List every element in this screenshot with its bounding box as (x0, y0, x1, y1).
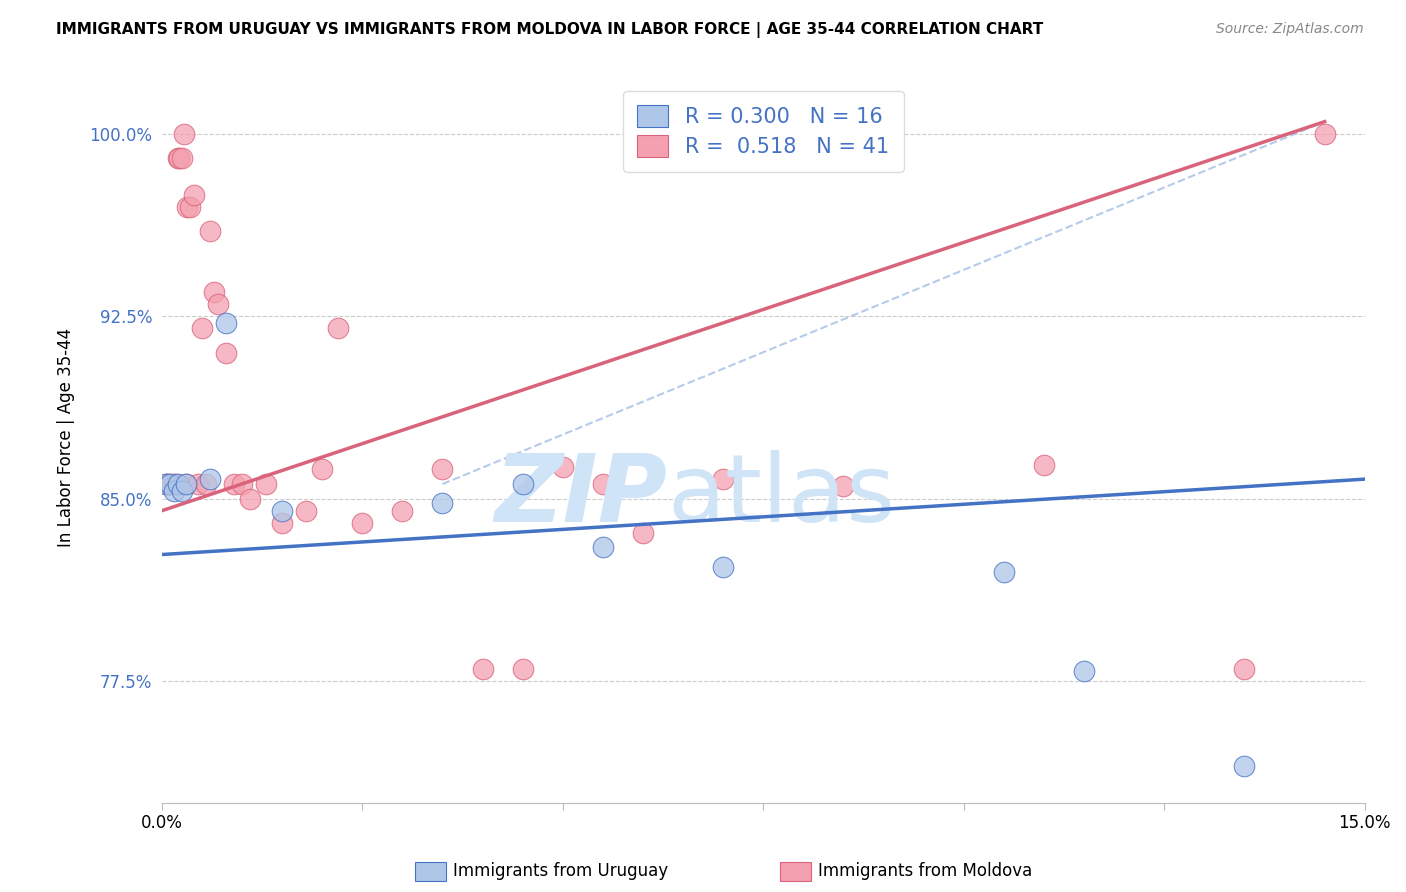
Text: Immigrants from Moldova: Immigrants from Moldova (818, 863, 1032, 880)
Point (191, 321, 214, 335)
Point (432, 462, 454, 476)
Point (271, 516, 294, 530)
Point (222, 477, 245, 491)
Point (592, 540, 614, 554)
Point (194, 477, 217, 491)
Point (159, 477, 181, 491)
Point (832, 479, 855, 493)
Point (166, 151, 188, 165)
Point (159, 477, 181, 491)
Point (215, 345, 238, 359)
Point (183, 187, 205, 202)
Text: Source: ZipAtlas.com: Source: ZipAtlas.com (1216, 22, 1364, 37)
Point (163, 484, 186, 499)
Point (165, 477, 187, 491)
Text: IMMIGRANTS FROM URUGUAY VS IMMIGRANTS FROM MOLDOVA IN LABOR FORCE | AGE 35-44 CO: IMMIGRANTS FROM URUGUAY VS IMMIGRANTS FR… (56, 22, 1043, 38)
Point (187, 477, 209, 491)
Point (231, 477, 253, 491)
Point (328, 321, 350, 335)
Point (993, 565, 1015, 579)
Legend: R = 0.300   N = 16, R =  0.518   N = 41: R = 0.300 N = 16, R = 0.518 N = 41 (623, 91, 904, 171)
Point (271, 504, 294, 518)
Point (170, 484, 193, 499)
Point (155, 477, 177, 491)
Point (352, 516, 374, 530)
Point (155, 477, 177, 491)
Point (551, 460, 574, 475)
Point (166, 477, 188, 491)
Point (711, 472, 734, 486)
Point (169, 151, 191, 165)
Point (631, 525, 654, 540)
Point (1313, 127, 1336, 141)
Point (163, 477, 186, 491)
Text: ZIP: ZIP (494, 450, 666, 542)
Point (1233, 662, 1256, 676)
Point (432, 496, 454, 510)
Point (254, 477, 277, 491)
Point (215, 317, 238, 331)
Point (1073, 665, 1095, 679)
Point (311, 462, 333, 476)
Point (198, 472, 221, 486)
Y-axis label: In Labor Force | Age 35-44: In Labor Force | Age 35-44 (58, 328, 75, 548)
Point (207, 297, 229, 311)
Point (1233, 759, 1256, 773)
Point (471, 662, 494, 676)
Point (202, 285, 225, 299)
Point (174, 477, 197, 491)
Point (711, 559, 734, 574)
Point (512, 477, 534, 491)
Point (174, 477, 197, 491)
Point (512, 662, 534, 676)
Point (176, 200, 198, 214)
Point (592, 477, 614, 491)
Point (198, 224, 221, 238)
Point (170, 151, 193, 165)
Text: Immigrants from Uruguay: Immigrants from Uruguay (453, 863, 668, 880)
Point (1033, 458, 1056, 472)
Point (173, 127, 195, 141)
Point (239, 491, 262, 506)
Point (295, 504, 318, 518)
Text: atlas: atlas (666, 450, 896, 542)
Point (391, 504, 413, 518)
Point (157, 477, 180, 491)
Point (179, 200, 201, 214)
